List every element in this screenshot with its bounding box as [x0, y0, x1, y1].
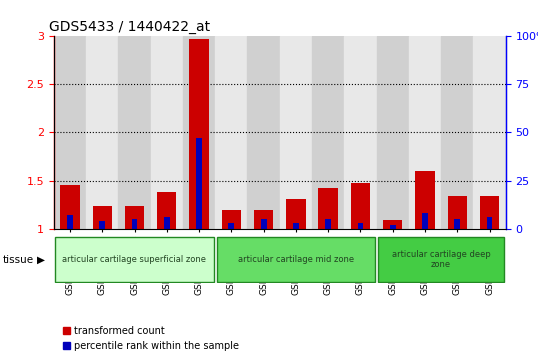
- Legend: transformed count, percentile rank within the sample: transformed count, percentile rank withi…: [59, 322, 243, 355]
- Bar: [222, 211, 241, 229]
- Bar: [473, 36, 506, 229]
- Text: GDS5433 / 1440422_at: GDS5433 / 1440422_at: [49, 20, 210, 34]
- Bar: [67, 215, 73, 229]
- Bar: [196, 138, 202, 229]
- Bar: [132, 219, 137, 229]
- Bar: [254, 211, 273, 229]
- Bar: [344, 36, 377, 229]
- Bar: [229, 223, 234, 229]
- Text: articular cartilage deep
zone: articular cartilage deep zone: [392, 250, 491, 269]
- Bar: [261, 219, 266, 229]
- Bar: [383, 220, 402, 229]
- Bar: [286, 199, 306, 229]
- Bar: [151, 36, 183, 229]
- Bar: [183, 36, 215, 229]
- Bar: [60, 185, 80, 229]
- Bar: [358, 223, 363, 229]
- Bar: [325, 219, 331, 229]
- Text: ▶: ▶: [37, 254, 45, 265]
- Text: articular cartilage superficial zone: articular cartilage superficial zone: [62, 255, 207, 264]
- Bar: [441, 36, 473, 229]
- Bar: [247, 36, 280, 229]
- Text: articular cartilage mid zone: articular cartilage mid zone: [238, 255, 354, 264]
- FancyBboxPatch shape: [217, 237, 375, 282]
- Bar: [189, 39, 209, 229]
- Bar: [455, 219, 460, 229]
- Bar: [164, 217, 169, 229]
- Bar: [54, 36, 86, 229]
- Bar: [280, 36, 312, 229]
- Bar: [409, 36, 441, 229]
- Bar: [318, 188, 338, 229]
- Bar: [118, 36, 151, 229]
- Bar: [415, 171, 435, 229]
- Bar: [377, 36, 409, 229]
- Bar: [215, 36, 247, 229]
- Bar: [125, 205, 144, 229]
- Bar: [93, 205, 112, 229]
- FancyBboxPatch shape: [378, 237, 504, 282]
- Bar: [487, 217, 492, 229]
- Bar: [351, 183, 370, 229]
- Bar: [100, 221, 105, 229]
- Bar: [293, 223, 299, 229]
- Bar: [422, 213, 428, 229]
- Bar: [312, 36, 344, 229]
- Bar: [86, 36, 118, 229]
- FancyBboxPatch shape: [55, 237, 214, 282]
- Text: tissue: tissue: [3, 254, 34, 265]
- Bar: [390, 225, 395, 229]
- Bar: [480, 196, 499, 229]
- Bar: [448, 196, 467, 229]
- Bar: [157, 192, 176, 229]
